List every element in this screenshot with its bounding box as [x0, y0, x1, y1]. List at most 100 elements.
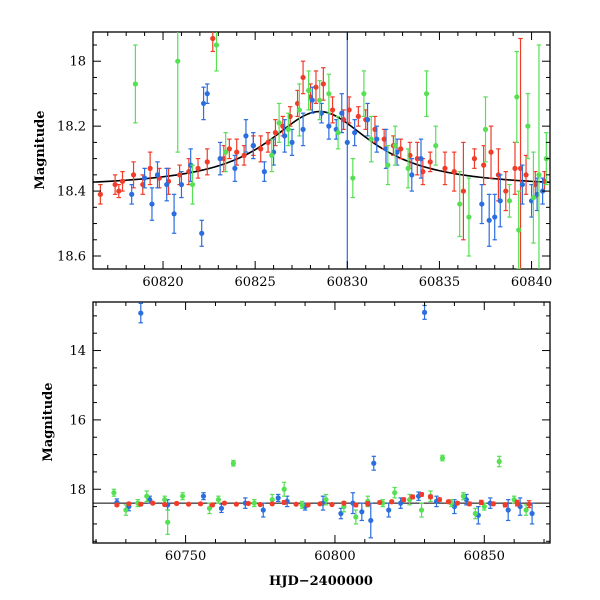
bottom-red-data-point	[257, 501, 263, 508]
data-marker	[523, 507, 529, 513]
bottom-red-data-point	[126, 501, 132, 507]
data-marker	[111, 490, 117, 496]
data-marker	[418, 507, 425, 513]
bottom-red-data-point	[490, 501, 496, 507]
data-marker	[126, 501, 132, 507]
bottom-red-data-point	[478, 499, 484, 506]
data-marker	[300, 74, 306, 81]
bottom-red-data-point	[377, 499, 383, 506]
bottom-red-data-point	[221, 500, 228, 506]
top-red-data-point	[210, 32, 216, 53]
top-blue-data-point	[519, 164, 525, 205]
top-red-data-point	[329, 96, 336, 124]
data-marker	[460, 493, 466, 499]
data-marker	[329, 107, 336, 113]
bottom-red-data-point	[209, 502, 216, 508]
top-blue-data-point	[309, 86, 315, 114]
data-marker	[232, 165, 238, 171]
data-marker	[392, 490, 398, 496]
data-marker	[368, 517, 374, 524]
data-marker	[350, 175, 356, 181]
data-marker	[209, 502, 216, 508]
data-marker	[486, 217, 492, 223]
data-marker	[463, 497, 469, 503]
data-marker	[439, 455, 446, 461]
data-marker	[497, 198, 503, 204]
data-marker	[129, 191, 135, 197]
bottom-ticks-layer: 60750 60800 60850 14 16 18	[69, 302, 550, 564]
data-marker	[451, 169, 457, 175]
data-marker	[361, 91, 367, 97]
x-tick-label: 60835	[419, 275, 460, 290]
top-red-data-point	[414, 141, 420, 176]
data-marker	[132, 81, 138, 87]
data-marker	[123, 507, 129, 513]
top-green-data-point	[326, 73, 332, 114]
top-blue-data-point	[326, 112, 332, 140]
bottom-red-data-point	[305, 502, 311, 508]
data-marker	[451, 503, 458, 510]
data-marker	[299, 502, 305, 508]
data-marker	[385, 162, 391, 168]
data-marker	[138, 501, 144, 507]
data-marker	[97, 191, 103, 197]
data-marker	[275, 495, 281, 501]
top-green-data-point	[223, 132, 229, 173]
bottom-red-data-point	[293, 501, 299, 507]
top-green-data-point	[276, 102, 282, 143]
data-marker	[377, 499, 383, 506]
data-marker	[355, 113, 361, 120]
data-marker	[243, 133, 249, 139]
data-marker	[269, 501, 275, 507]
bottom-green-data-point	[353, 509, 359, 525]
data-marker	[421, 309, 428, 316]
data-marker	[529, 510, 535, 517]
top-green-data-point	[385, 145, 391, 186]
bottom-red-data-point	[514, 499, 520, 507]
data-marker	[505, 507, 511, 513]
top-green-data-point	[536, 44, 542, 269]
top-blue-data-point	[374, 125, 380, 153]
bottom-green-data-point	[180, 492, 186, 501]
data-marker	[296, 107, 302, 113]
top-red-data-point	[460, 141, 466, 241]
top-blue-data-point	[344, 32, 350, 269]
data-marker	[344, 139, 350, 145]
top-green-data-point	[175, 32, 181, 153]
data-marker	[164, 181, 170, 188]
data-marker	[392, 143, 398, 149]
data-marker	[481, 162, 487, 168]
bottom-red-data-point	[233, 501, 239, 507]
data-marker	[165, 519, 171, 525]
data-marker	[317, 97, 323, 103]
data-marker	[144, 493, 150, 499]
top-red-data-point	[147, 151, 153, 186]
data-marker	[282, 133, 288, 139]
bottom-red-data-point	[526, 500, 532, 509]
bottom-blue-data-point	[386, 502, 392, 518]
top-green-data-point	[335, 115, 341, 150]
data-marker	[204, 159, 210, 165]
data-marker	[281, 486, 287, 492]
data-marker	[418, 491, 425, 498]
top-blue-data-point	[282, 119, 288, 153]
top-blue-data-point	[497, 174, 503, 228]
data-marker	[162, 501, 168, 508]
top-red-data-point	[427, 151, 433, 173]
data-marker	[353, 502, 359, 508]
top-green-data-point	[361, 70, 367, 118]
top-green-data-point	[530, 151, 537, 244]
bottom-x-axis-label: HJD−2400000	[269, 574, 373, 589]
data-marker	[116, 188, 122, 194]
bottom-green-data-point	[323, 493, 329, 506]
bottom-blue-data-point	[338, 507, 344, 520]
data-marker	[154, 172, 161, 178]
top-red-data-point	[204, 148, 210, 176]
bottom-blue-data-point	[275, 493, 281, 502]
top-green-data-point	[213, 32, 220, 72]
data-marker	[472, 510, 478, 517]
data-marker	[405, 165, 411, 171]
data-marker	[180, 493, 186, 499]
data-marker	[293, 501, 299, 507]
bottom-red-data-point	[401, 497, 407, 503]
